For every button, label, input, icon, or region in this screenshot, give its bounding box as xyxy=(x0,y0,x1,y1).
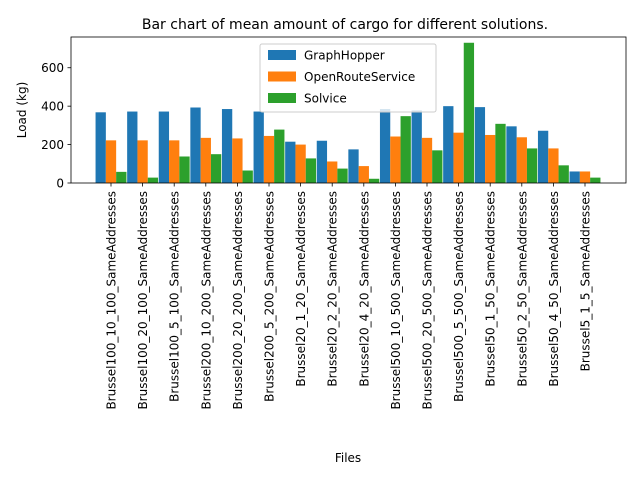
bar xyxy=(453,132,464,183)
bar xyxy=(190,107,201,183)
bar xyxy=(358,166,369,183)
bar xyxy=(506,126,517,183)
legend-swatch xyxy=(268,50,296,60)
bar xyxy=(158,111,170,183)
y-axis-label: Load (kg) xyxy=(15,82,29,139)
bar xyxy=(327,161,338,183)
x-tick-label: Brussel200_20_200_SameAddresses xyxy=(231,191,245,410)
y-tick-label: 0 xyxy=(56,177,64,191)
x-tick-label: Brussel20_4_20_SameAddresses xyxy=(357,191,371,387)
x-tick-label: Brussel50_1_50_SameAddresses xyxy=(484,191,498,387)
x-tick-label: Brussel100_20_100_SameAddresses xyxy=(136,191,150,410)
legend-label: GraphHopper xyxy=(304,49,385,63)
bar xyxy=(295,144,306,183)
bar xyxy=(263,135,275,183)
bar xyxy=(253,111,264,183)
x-tick-label: Brussel500_10_500_SameAddresses xyxy=(389,191,403,410)
bar xyxy=(463,42,475,184)
x-tick-label: Brussel200_10_200_SameAddresses xyxy=(199,191,213,410)
x-tick-label: Brussel500_5_500_SameAddresses xyxy=(452,191,466,402)
bar xyxy=(443,106,454,183)
bar xyxy=(232,138,243,183)
bar xyxy=(105,140,117,183)
bar xyxy=(485,134,496,183)
bar xyxy=(516,137,527,183)
bar xyxy=(474,107,486,183)
bar xyxy=(305,158,317,183)
bar xyxy=(316,140,328,183)
bar xyxy=(432,150,443,183)
bar xyxy=(137,140,148,183)
bar xyxy=(495,123,506,183)
x-tick-label: Brussel100_5_100_SameAddresses xyxy=(168,191,182,402)
bar xyxy=(242,170,253,183)
x-tick-label: Brussel20_2_20_SameAddresses xyxy=(326,191,340,387)
bar xyxy=(221,109,233,183)
bar xyxy=(200,137,211,183)
legend-frame xyxy=(259,43,437,113)
x-tick-label: Brussel500_20_500_SameAddresses xyxy=(421,191,435,410)
bar xyxy=(590,177,601,183)
x-axis-label: Files xyxy=(335,451,361,465)
plot-frame xyxy=(70,36,627,184)
bar xyxy=(390,136,401,183)
chart-title: Bar chart of mean amount of cargo for di… xyxy=(142,17,548,33)
bar xyxy=(337,168,348,183)
bar xyxy=(116,171,127,183)
bar xyxy=(274,129,285,183)
bar xyxy=(548,148,559,183)
plot-area: 0 200 400 600 Brussel100_10_100_SameAddresse… xyxy=(41,36,627,410)
bar xyxy=(569,171,580,183)
bar xyxy=(348,149,359,183)
y-tick-label: 400 xyxy=(41,100,64,114)
bar xyxy=(579,171,591,183)
y-tick-label: 600 xyxy=(41,61,64,75)
x-tick-label: Brussel5_1_5_SameAddresses xyxy=(579,191,593,371)
bar xyxy=(526,148,538,183)
bar xyxy=(379,109,391,183)
y-tick-label: 200 xyxy=(41,138,64,152)
legend-label: Solvice xyxy=(304,92,347,106)
bar xyxy=(537,130,549,183)
bar xyxy=(169,140,180,183)
legend-swatch xyxy=(268,71,296,82)
bar xyxy=(558,165,569,183)
bar xyxy=(147,177,159,183)
bar xyxy=(179,156,190,183)
bar xyxy=(368,178,380,183)
bar xyxy=(210,154,222,183)
bar xyxy=(127,111,138,183)
legend: GraphHopper OpenRouteService Solvice xyxy=(259,43,437,113)
bar xyxy=(285,141,296,183)
x-tick-label: Brussel200_5_200_SameAddresses xyxy=(263,191,277,402)
bar xyxy=(95,112,106,183)
x-tick-label: Brussel50_2_50_SameAddresses xyxy=(515,191,529,387)
legend-label: OpenRouteService xyxy=(304,70,415,84)
x-tick-label: Brussel20_1_20_SameAddresses xyxy=(294,191,308,387)
x-tick-label: Brussel50_4_50_SameAddresses xyxy=(547,191,561,387)
bar xyxy=(400,116,411,183)
x-tick-label: Brussel100_10_100_SameAddresses xyxy=(105,191,119,410)
legend-swatch xyxy=(268,93,296,103)
bar xyxy=(421,137,433,183)
bar xyxy=(411,110,422,183)
